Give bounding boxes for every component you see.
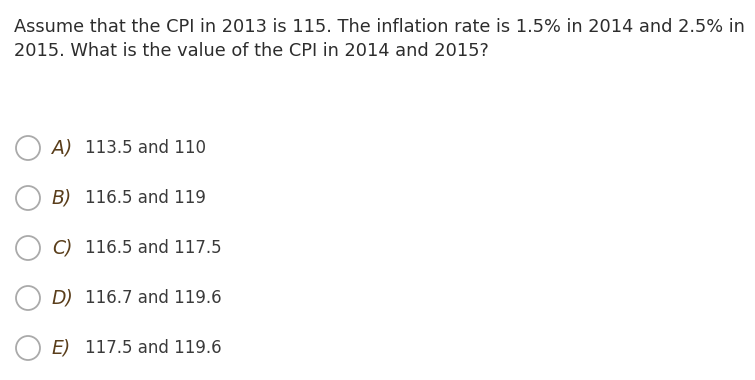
Text: D): D) (52, 288, 74, 307)
Text: C): C) (52, 239, 72, 258)
Text: B): B) (52, 188, 72, 207)
Text: E): E) (52, 339, 71, 358)
Text: 113.5 and 110: 113.5 and 110 (85, 139, 206, 157)
Text: 2015. What is the value of the CPI in 2014 and 2015?: 2015. What is the value of the CPI in 20… (14, 42, 489, 60)
Text: 117.5 and 119.6: 117.5 and 119.6 (85, 339, 222, 357)
Text: 116.7 and 119.6: 116.7 and 119.6 (85, 289, 222, 307)
Text: A): A) (52, 138, 72, 157)
Text: 116.5 and 119: 116.5 and 119 (85, 189, 206, 207)
Text: Assume that the CPI in 2013 is 115. The inflation rate is 1.5% in 2014 and 2.5% : Assume that the CPI in 2013 is 115. The … (14, 18, 745, 36)
Text: 116.5 and 117.5: 116.5 and 117.5 (85, 239, 222, 257)
